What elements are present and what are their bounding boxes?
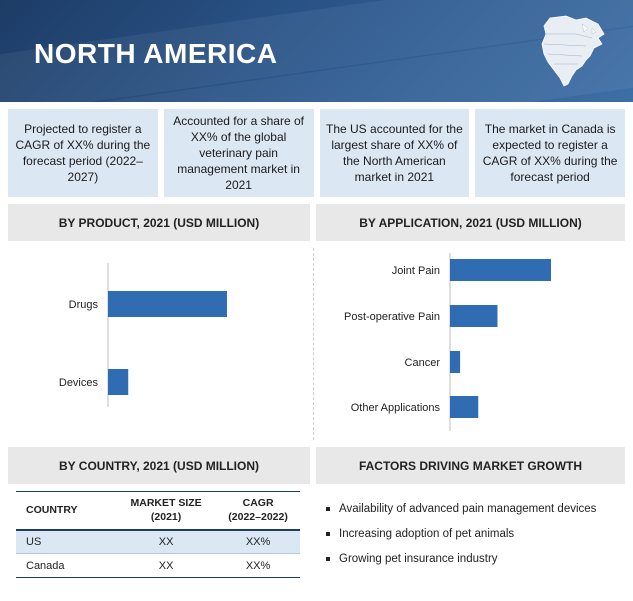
country-name: Canada	[26, 559, 65, 572]
category-label: Cancer	[405, 357, 441, 369]
cagr-value: XX%	[245, 535, 271, 548]
bar-other-applications	[450, 396, 479, 418]
cagr-value: XX%	[245, 559, 271, 572]
bar-post-operative-pain	[450, 305, 498, 327]
column-header-country: COUNTRY	[26, 504, 78, 517]
country-table: COUNTRY MARKET SIZE (2021) CAGR (2022–20…	[16, 491, 300, 578]
table-header-row: COUNTRY MARKET SIZE (2021) CAGR (2022–20…	[16, 491, 300, 530]
application-chart: Joint Pain Post-operative Pain Cancer Other…	[316, 241, 625, 441]
market-size-value: XX	[158, 559, 174, 572]
kpi-global-share: Accounted for a share of XX% of the glob…	[163, 109, 314, 197]
table-row: US XX XX%	[16, 529, 300, 554]
page-title: NORTH AMERICA	[34, 38, 278, 69]
bullet-icon	[326, 531, 330, 536]
list-item: Availability of advanced pain management…	[326, 496, 626, 521]
product-chart-svg: Drugs Devices	[59, 263, 227, 407]
column-header-market-size: MARKET SIZE (2021)	[130, 497, 202, 524]
bar-joint-pain	[450, 259, 551, 281]
kpi-cagr: Projected to register a CAGR of XX% duri…	[8, 109, 158, 197]
divider	[313, 248, 314, 440]
factor-text: Increasing adoption of pet animals	[339, 527, 515, 540]
country-section-title: BY COUNTRY, 2021 (USD MILLION)	[8, 447, 310, 484]
kpi-us-share: The US accounted for the largest share o…	[319, 109, 470, 197]
category-label: Other Applications	[351, 402, 441, 414]
list-item: Growing pet insurance industry	[326, 546, 626, 571]
application-chart-title: BY APPLICATION, 2021 (USD MILLION)	[316, 204, 625, 241]
header-banner: NORTH AMERICA	[0, 0, 633, 102]
category-label: Joint Pain	[392, 265, 440, 277]
table-row: Canada XX XX%	[16, 554, 300, 578]
product-chart-title: BY PRODUCT, 2021 (USD MILLION)	[8, 204, 310, 241]
category-label: Devices	[59, 377, 99, 389]
bullet-icon	[326, 556, 330, 561]
product-chart: Drugs Devices	[8, 241, 310, 441]
market-size-value: XX	[158, 535, 174, 548]
factors-section-title: FACTORS DRIVING MARKET GROWTH	[316, 447, 625, 484]
factor-text: Growing pet insurance industry	[339, 552, 498, 565]
column-header-cagr: CAGR (2022–2022)	[228, 497, 288, 524]
factors-list: Availability of advanced pain management…	[326, 496, 626, 571]
category-label: Drugs	[69, 299, 99, 311]
north-america-map-icon	[541, 15, 605, 87]
category-label: Post-operative Pain	[344, 311, 440, 323]
application-chart-svg: Joint Pain Post-operative Pain Cancer Other…	[344, 253, 551, 431]
bar-drugs	[108, 291, 227, 317]
bar-devices	[108, 369, 129, 395]
bullet-icon	[326, 506, 330, 511]
country-name: US	[26, 535, 42, 548]
factor-text: Availability of advanced pain management…	[339, 502, 597, 515]
bar-cancer	[450, 351, 461, 373]
kpi-row: Projected to register a CAGR of XX% duri…	[8, 109, 625, 197]
kpi-canada-cagr: The market in Canada is expected to regi…	[475, 109, 625, 197]
list-item: Increasing adoption of pet animals	[326, 521, 626, 546]
